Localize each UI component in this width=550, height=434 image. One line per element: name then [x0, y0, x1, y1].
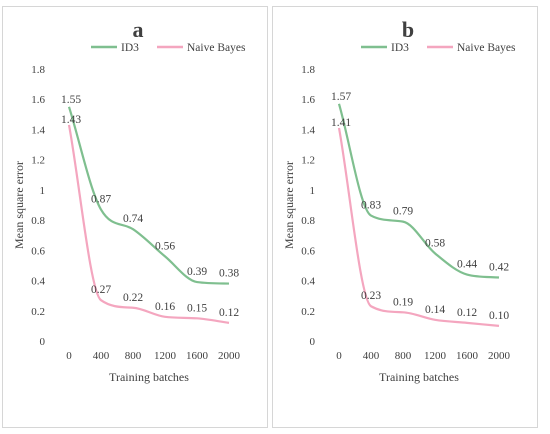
data-label-naive-bayes: 0.27: [91, 284, 111, 296]
y-axis-label: Mean square error: [282, 161, 296, 249]
data-label-naive-bayes: 0.19: [393, 296, 413, 308]
x-tick-label: 2000: [488, 350, 511, 362]
series-line-id3: [337, 103, 500, 279]
legend-label-naive-bayes: Naive Bayes: [187, 42, 246, 54]
x-axis-label: Training batches: [379, 370, 459, 384]
data-label-id3: 0.83: [361, 200, 381, 212]
y-tick-label: 1.8: [301, 64, 315, 76]
y-tick-label: 0.4: [301, 276, 315, 288]
chart-panel-b: b ID3 Naive Bayes 0 0.2 0.4 0.6 0.8 1 1.2 1.4 1.6 1.…: [272, 6, 538, 428]
y-tick-label: 0.2: [31, 306, 45, 318]
data-label-naive-bayes: 0.22: [123, 292, 143, 304]
series-line-naive-bayes: [67, 124, 230, 324]
x-tick-label: 800: [395, 350, 412, 362]
legend-label-naive-bayes: Naive Bayes: [457, 42, 516, 54]
data-label-id3: 0.58: [425, 237, 445, 249]
y-tick-label: 1.8: [31, 64, 45, 76]
x-tick-label: 1200: [154, 350, 177, 362]
y-tick-label: 0.6: [31, 245, 45, 257]
x-tick-label: 2000: [218, 350, 241, 362]
x-tick-label: 400: [363, 350, 380, 362]
chart-title: b: [402, 17, 414, 42]
data-label-id3: 0.38: [219, 268, 239, 280]
data-label-id3: 0.74: [123, 213, 143, 225]
data-label-naive-bayes: 0.10: [489, 310, 509, 322]
y-tick-label: 0.4: [31, 276, 45, 288]
x-tick-label: 400: [93, 350, 110, 362]
data-label-naive-bayes: 1.41: [331, 117, 351, 129]
x-tick-label: 800: [125, 350, 142, 362]
data-label-id3: 0.79: [393, 206, 413, 218]
data-label-naive-bayes: 0.14: [425, 304, 445, 316]
y-tick-label: 1.4: [301, 124, 315, 136]
data-label-id3: 0.87: [91, 194, 111, 206]
data-label-id3: 0.56: [155, 240, 175, 252]
x-axis-label: Training batches: [109, 370, 189, 384]
data-label-naive-bayes: 0.23: [361, 290, 381, 302]
data-label-naive-bayes: 0.12: [219, 307, 239, 319]
x-tick-label: 1600: [456, 350, 479, 362]
y-axis-label: Mean square error: [12, 161, 26, 249]
series-line-naive-bayes: [337, 127, 500, 327]
y-tick-label: 1: [40, 185, 46, 197]
y-tick-label: 1.6: [31, 94, 45, 106]
data-label-id3: 1.57: [331, 91, 351, 103]
data-label-naive-bayes: 1.43: [61, 114, 81, 126]
x-tick-label: 0: [66, 350, 72, 362]
chart-panel-a: a ID3 Naive Bayes 0 0.2 0.4 0.6 0.8 1 1.2 1.4 1.6 1.…: [2, 6, 268, 428]
data-label-naive-bayes: 0.12: [457, 307, 477, 319]
y-tick-label: 0.8: [31, 215, 45, 227]
y-tick-label: 1.2: [301, 155, 315, 167]
x-tick-label: 1600: [186, 350, 209, 362]
y-tick-label: 1.2: [31, 155, 45, 167]
y-tick-label: 0.8: [301, 215, 315, 227]
y-tick-label: 1: [310, 185, 316, 197]
data-label-naive-bayes: 0.15: [187, 302, 207, 314]
x-tick-label: 0: [336, 350, 342, 362]
y-tick-label: 0: [310, 336, 316, 348]
data-label-id3: 0.44: [457, 259, 477, 271]
data-label-id3: 0.39: [187, 266, 207, 278]
y-tick-label: 1.4: [31, 124, 45, 136]
y-tick-label: 0.6: [301, 245, 315, 257]
y-tick-label: 0: [40, 336, 46, 348]
chart-title: a: [133, 17, 144, 42]
y-tick-label: 1.6: [301, 94, 315, 106]
y-tick-label: 0.2: [301, 306, 315, 318]
x-tick-label: 1200: [424, 350, 447, 362]
data-label-id3: 0.42: [489, 262, 509, 274]
data-label-naive-bayes: 0.16: [155, 301, 175, 313]
legend-label-id3: ID3: [121, 42, 139, 54]
series-line-id3: [67, 106, 230, 285]
data-label-id3: 1.55: [61, 94, 81, 106]
legend-label-id3: ID3: [391, 42, 409, 54]
